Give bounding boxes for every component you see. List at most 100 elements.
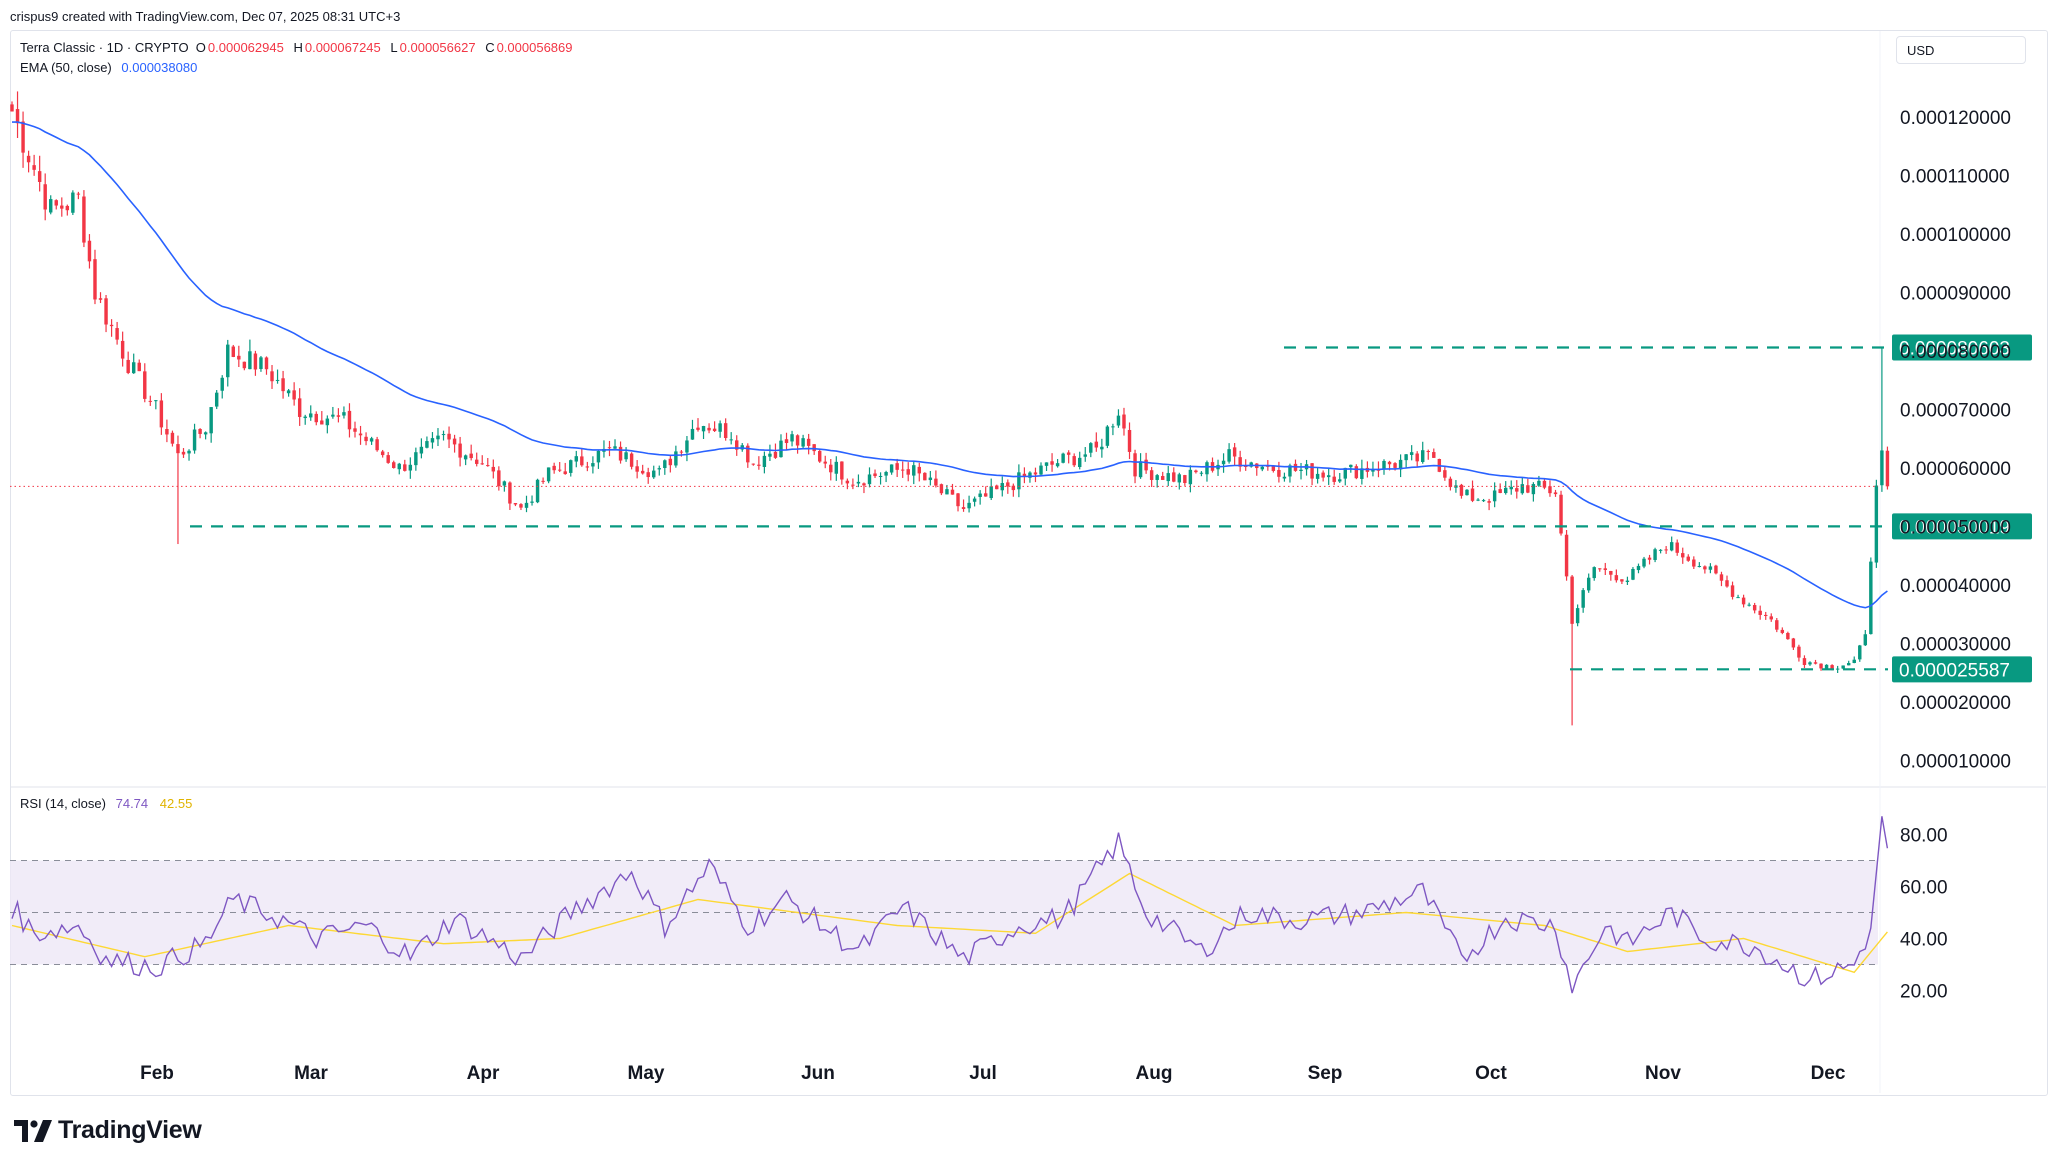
candle-body xyxy=(1459,484,1464,496)
candle-body xyxy=(1288,465,1292,477)
candle-body xyxy=(1885,450,1890,487)
candle-body xyxy=(829,464,833,473)
candle-body xyxy=(1160,476,1165,480)
time-axis-label: Oct xyxy=(1475,1063,1507,1084)
candle-body xyxy=(1221,460,1226,465)
candle-body xyxy=(452,438,457,445)
high-value: 0.000067245 xyxy=(304,40,381,55)
candle-body xyxy=(795,435,800,446)
candle-body xyxy=(1703,566,1707,570)
candle-body xyxy=(978,493,982,497)
candle-body xyxy=(657,468,661,470)
open-label: O xyxy=(195,40,206,55)
candle-body xyxy=(1166,473,1170,482)
rsi-legend[interactable]: RSI (14, close) 74.74 42.55 xyxy=(20,796,198,812)
price-legend: Terra Classic · 1D · CRYPTO O 0.000062945… xyxy=(20,40,579,56)
candle-body xyxy=(840,461,844,480)
candle-body xyxy=(1326,475,1331,478)
ema-legend[interactable]: EMA (50, close) 0.000038080 xyxy=(20,60,203,76)
candle-body xyxy=(1360,468,1364,479)
candle-body xyxy=(1647,557,1652,560)
time-axis-label: Jun xyxy=(801,1063,835,1084)
candle-body xyxy=(640,470,645,474)
candle-body xyxy=(856,481,861,484)
candle-body xyxy=(1404,454,1408,461)
candle-body xyxy=(1548,486,1552,494)
candle-body xyxy=(906,469,910,475)
candle-body xyxy=(115,328,119,340)
candle-body xyxy=(961,507,966,509)
candle-body xyxy=(762,455,767,467)
candle-body xyxy=(1526,485,1530,493)
price-tick-label: 0.000010000 xyxy=(1900,752,2011,773)
candle-body xyxy=(1841,665,1845,669)
price-tick-label: 0.000110000 xyxy=(1900,167,2010,188)
candle-body xyxy=(1249,462,1253,467)
candle-body xyxy=(917,466,922,474)
candle-body xyxy=(386,455,390,463)
candle-body xyxy=(889,464,894,473)
candle-body xyxy=(414,452,418,466)
candle-body xyxy=(1786,632,1790,640)
candle-body xyxy=(1520,484,1525,494)
candle-body xyxy=(253,353,258,370)
candle-body xyxy=(1055,463,1060,467)
currency-selector[interactable]: USD xyxy=(1896,36,2026,64)
candle-body xyxy=(524,502,529,508)
candle-body xyxy=(1692,559,1696,567)
candle-body xyxy=(1111,426,1115,428)
candle-body xyxy=(1869,561,1873,635)
symbol-title[interactable]: Terra Classic · 1D · CRYPTO xyxy=(20,40,189,55)
candle-body xyxy=(773,451,778,458)
rsi-tick-label: 60.00 xyxy=(1900,878,1948,899)
ema-line xyxy=(12,121,1888,609)
candle-body xyxy=(895,463,899,470)
candle-body xyxy=(392,462,396,469)
candle-body xyxy=(1625,580,1630,582)
candle-body xyxy=(1791,638,1796,648)
candle-body xyxy=(735,440,739,450)
candle-body xyxy=(1017,472,1021,490)
candle-body xyxy=(900,469,905,471)
candle-body xyxy=(1719,574,1724,581)
time-axis-label: Dec xyxy=(1811,1063,1846,1084)
candle-body xyxy=(939,484,944,494)
candle-body xyxy=(618,446,623,461)
candle-body xyxy=(441,434,446,436)
candle-body xyxy=(1243,465,1248,467)
candle-body xyxy=(1066,452,1071,455)
candle-body xyxy=(1736,597,1740,599)
candle-body xyxy=(226,344,230,378)
candle-body xyxy=(87,240,92,262)
candle-body xyxy=(1398,459,1403,470)
candle-body xyxy=(1592,567,1596,579)
candle-body xyxy=(1371,469,1375,472)
candle-body xyxy=(342,412,346,416)
candle-body xyxy=(513,503,518,505)
level-label-bg xyxy=(1892,513,2032,540)
candle-body xyxy=(425,441,429,448)
brand-name: TradingView xyxy=(58,1116,202,1144)
price-tick-label: 0.000050000 xyxy=(1900,518,2011,539)
candle-body xyxy=(1603,568,1608,570)
candle-body xyxy=(1271,466,1276,471)
candle-body xyxy=(1830,665,1834,670)
candle-body xyxy=(1409,452,1414,455)
level-label: 0.000025587 xyxy=(1899,660,2010,681)
price-tick-label: 0.000070000 xyxy=(1900,401,2011,422)
candle-body xyxy=(1050,461,1054,465)
candle-body xyxy=(1282,476,1287,479)
candle-body xyxy=(851,484,855,486)
close-value: 0.000056869 xyxy=(496,40,573,55)
candle-body xyxy=(884,471,888,476)
candle-body xyxy=(120,340,125,359)
candle-body xyxy=(873,473,877,477)
candle-body xyxy=(1553,492,1558,495)
candle-body xyxy=(1542,480,1547,488)
level-label: 0.000080603 xyxy=(1899,338,2010,359)
candle-body xyxy=(259,357,263,369)
candle-body xyxy=(1227,449,1231,462)
candle-body xyxy=(1006,482,1010,487)
candle-body xyxy=(1714,565,1718,574)
candle-body xyxy=(336,415,341,417)
